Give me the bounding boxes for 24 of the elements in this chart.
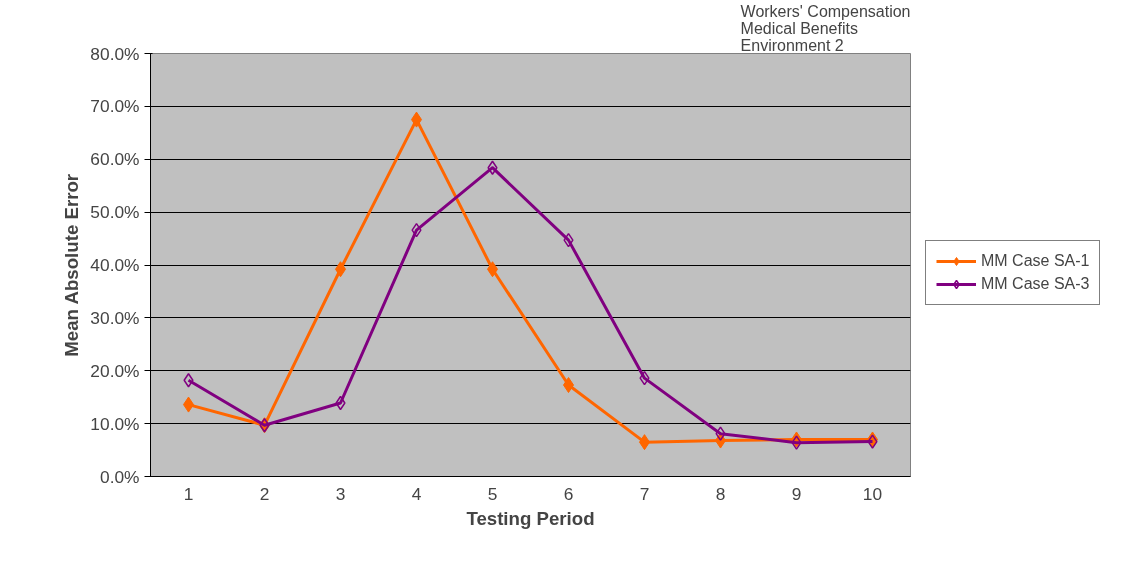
x-axis-title: Testing Period (466, 507, 595, 529)
x-tick-label: 5 (487, 483, 498, 504)
x-tick-label: 10 (862, 483, 883, 504)
x-tick-label: 2 (259, 483, 270, 504)
legend-label: MM Case SA-1 (981, 252, 1090, 270)
x-tick-label: 7 (639, 483, 650, 504)
x-tick-label: 6 (563, 483, 574, 504)
y-tick-label: 60.0% (90, 149, 140, 170)
y-tick-label: 10.0% (90, 413, 140, 434)
y-tick-label: 20.0% (90, 360, 140, 381)
y-tick-label: 70.0% (90, 96, 140, 117)
x-tick-label: 3 (335, 483, 346, 504)
x-tick-label: 1 (183, 483, 194, 504)
legend-label: MM Case SA-3 (981, 275, 1090, 293)
y-tick-label: 80.0% (90, 43, 140, 64)
y-tick-label: 50.0% (90, 202, 140, 223)
y-tick-label: 30.0% (90, 307, 140, 328)
x-tick-label: 9 (791, 483, 802, 504)
y-tick-label: 0.0% (100, 466, 140, 487)
y-axis-title: Mean Absolute Error (61, 173, 83, 357)
y-tick-label: 40.0% (90, 255, 140, 275)
x-tick-label: 4 (411, 483, 422, 504)
chart-title: Workers' Compensation Medical Benefits Environment 2 (740, 2, 911, 54)
x-tick-label: 8 (715, 483, 726, 504)
